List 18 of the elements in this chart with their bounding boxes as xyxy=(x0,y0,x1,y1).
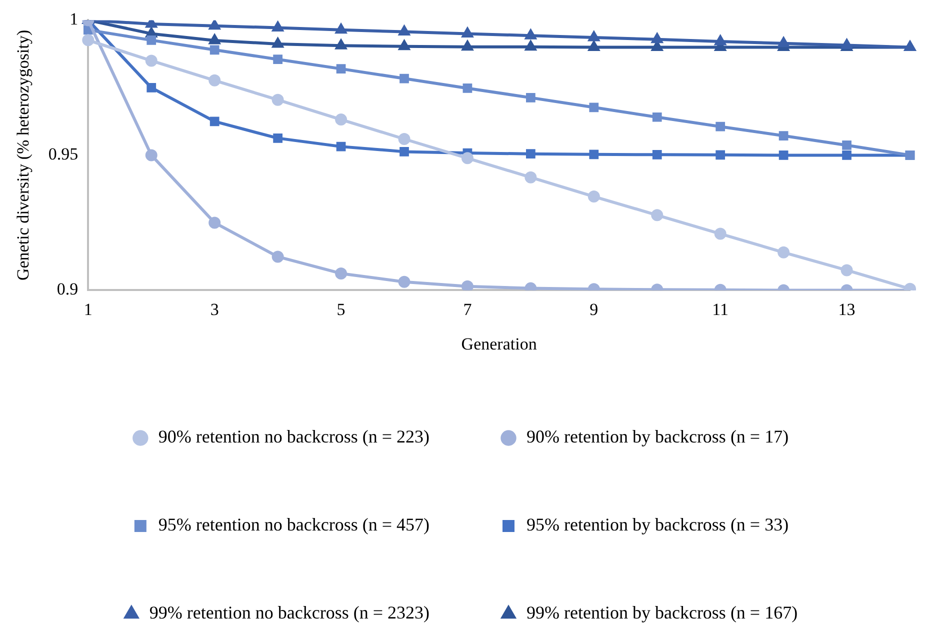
y-axis-title: Genetic diversity (% heterozygosity) xyxy=(14,30,33,281)
legend-label: 99% retention no backcross (n = 2323) xyxy=(149,602,430,623)
legend-label: 95% retention by backcross (n = 33) xyxy=(526,514,789,535)
x-tick-label: 11 xyxy=(712,300,729,319)
y-tick-label: 0.95 xyxy=(48,144,78,164)
x-tick-label: 5 xyxy=(336,300,346,319)
x-axis-title: Generation xyxy=(461,334,538,354)
y-tick-label: 0.9 xyxy=(56,280,78,299)
legend-label: 99% retention by backcross (n = 167) xyxy=(526,602,798,623)
x-tick-label: 13 xyxy=(838,300,856,319)
x-tick-label: 3 xyxy=(210,300,219,319)
y-tick-label: 1 xyxy=(70,10,78,29)
legend-label: 90% retention no backcross (n = 223) xyxy=(158,426,430,447)
x-tick-label: 9 xyxy=(590,300,598,319)
legend-label: 90% retention by backcross (n = 17) xyxy=(526,426,789,447)
x-tick-label: 7 xyxy=(463,300,472,319)
legend-label: 95% retention no backcross (n = 457) xyxy=(158,514,430,535)
x-tick-label: 1 xyxy=(84,300,92,319)
